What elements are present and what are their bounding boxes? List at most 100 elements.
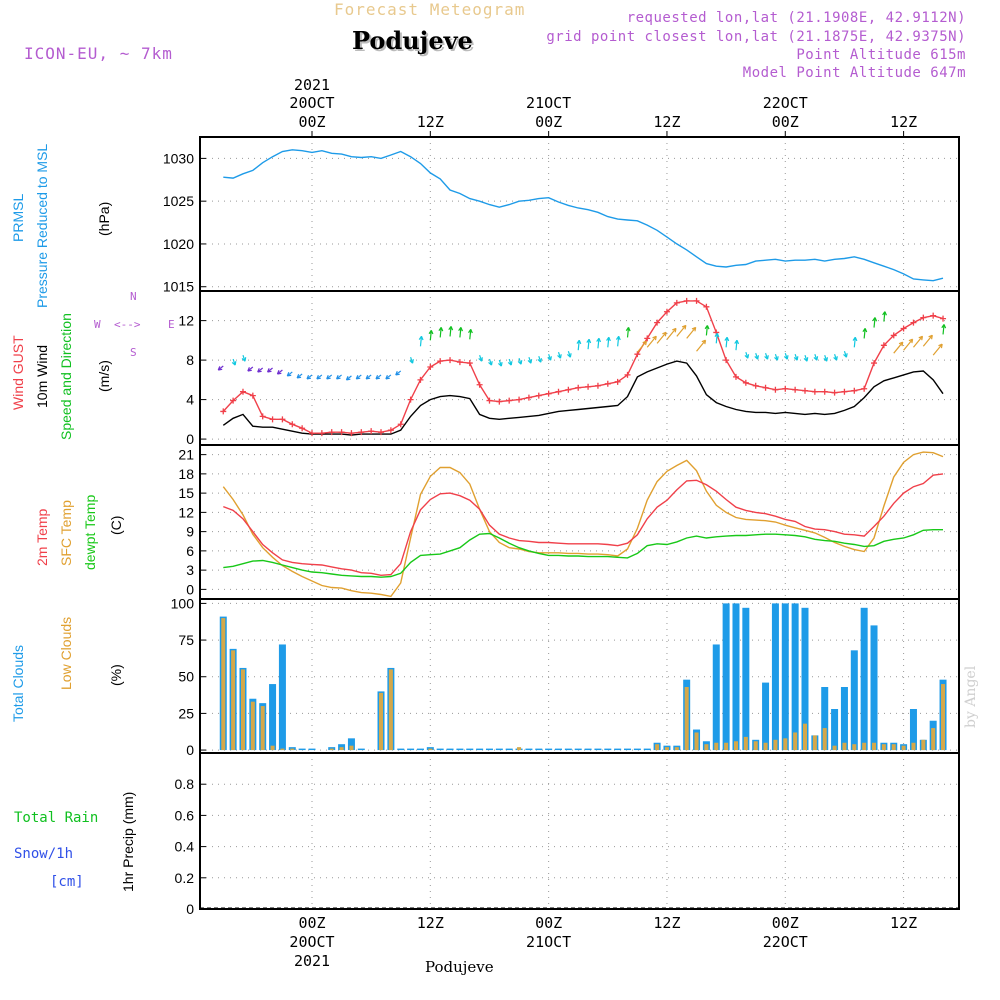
wind-dir-arrowhead <box>537 358 543 363</box>
low-cloud-bar <box>388 669 393 751</box>
y-tick-label: 12 <box>178 313 194 329</box>
y-tick-label: 9 <box>186 524 194 540</box>
wind-dir-arrow <box>863 328 866 339</box>
gust-marker <box>230 397 237 404</box>
y-tick-label: 15 <box>178 485 194 501</box>
gust-marker <box>920 314 927 321</box>
wind-dir-arrowhead <box>326 374 331 380</box>
total-cloud-bar <box>298 748 306 751</box>
wind-dir-arrowhead <box>615 335 621 341</box>
compass-e: E <box>168 318 175 331</box>
wind-dir-arrowhead <box>527 359 533 364</box>
model-name: ICON-EU, ~ 7km <box>24 44 173 63</box>
low-cloud-bar <box>803 723 807 751</box>
gust-marker <box>683 297 690 304</box>
y-tick-label: 0.6 <box>175 807 195 823</box>
wind-dir-arrowhead <box>662 331 667 337</box>
snow-label: Snow/1h <box>14 846 74 862</box>
low-cloud-bar <box>349 745 354 751</box>
wind-dir-arrowhead <box>625 327 631 332</box>
y-tick-label: 18 <box>178 466 194 482</box>
wind-dir-arrowhead <box>557 354 562 359</box>
wind-dir-arrow <box>449 326 452 337</box>
wind-dir-arrowhead <box>409 359 414 364</box>
total-cloud-bar <box>594 748 602 751</box>
time-label-bottom: 20OCT <box>289 933 334 951</box>
total-cloud-bar <box>357 748 365 751</box>
low-cloud-bar <box>783 738 788 751</box>
wind-dir-arrowhead <box>438 327 444 332</box>
gust-marker <box>427 364 434 371</box>
wind-dir-arrowhead <box>704 325 710 330</box>
low-cloud-bar <box>753 741 758 751</box>
panel-1: 0 4 8 12 <box>178 290 960 447</box>
pressure-line <box>223 149 944 282</box>
wind-dir-arrow <box>597 338 600 349</box>
wind-dir-arrow <box>725 337 728 348</box>
wind-dir-arrowhead <box>231 361 237 366</box>
low-cloud-bar <box>901 745 906 751</box>
wind-dir-arrow <box>439 327 442 338</box>
wind-dir-arrowhead <box>468 329 473 334</box>
gust-marker <box>871 360 878 367</box>
low-cloud-bar <box>240 669 245 751</box>
total-cloud-bar <box>870 625 878 751</box>
panel-frame <box>199 136 960 292</box>
time-label-top: 21OCT <box>526 94 571 112</box>
total-cloud-bar <box>397 748 405 751</box>
total-cloud-bar <box>505 748 513 751</box>
wind-dir-arrowhead <box>498 362 503 367</box>
wind-dir-arrowhead <box>448 326 454 331</box>
gust-marker <box>466 360 473 367</box>
time-label-bottom: 21OCT <box>526 933 571 951</box>
gust-marker <box>486 397 493 404</box>
gust-marker <box>545 390 552 397</box>
y-tick-label: 8 <box>186 352 194 368</box>
total-cloud-bar <box>742 607 750 751</box>
wind-dir-arrowhead <box>345 375 351 381</box>
gust-marker <box>841 388 848 395</box>
low-cloud-bar <box>822 728 827 751</box>
total-cloud-bar <box>476 748 484 751</box>
gust-marker <box>624 371 631 378</box>
wind-dir-arrowhead <box>458 327 464 332</box>
y-tick-label: 4 <box>186 392 194 408</box>
gust-marker <box>259 413 266 420</box>
wind-dir-arrow <box>735 340 738 351</box>
gust-marker <box>732 373 739 380</box>
wind-dir-arrowhead <box>843 353 848 358</box>
wind-dir-arrowhead <box>941 324 947 329</box>
total-cloud-bar <box>831 709 839 751</box>
total-cloud-bar <box>555 748 562 751</box>
wind-dir-arrowhead <box>898 341 904 347</box>
gust-marker <box>496 398 503 405</box>
total-cloud-bar <box>850 650 858 751</box>
panel-2: 0 3 6 9 12 15 18 21 <box>178 444 960 600</box>
wind-dir-arrowhead <box>547 356 552 361</box>
gust-marker <box>299 425 306 432</box>
wind-dir-arrowhead <box>428 330 434 335</box>
gust-marker <box>407 396 414 403</box>
model-altitude: Model Point Altitude 647m <box>742 65 966 81</box>
wind-dir-arrowhead <box>418 335 424 341</box>
time-label-top: 2021 <box>294 76 330 94</box>
wind-dir-arrowhead <box>286 372 292 377</box>
total-cloud-bar <box>485 748 493 751</box>
low-cloud-bar <box>941 684 946 751</box>
gust-marker <box>516 396 523 403</box>
wind-dir-arrowhead <box>734 339 740 345</box>
panel-4: 0 0.2 0.4 0.6 0.8 <box>175 752 960 917</box>
y-tick-label: 1025 <box>163 193 194 209</box>
wind-dir-arrowhead <box>882 311 887 316</box>
gust-marker <box>338 429 345 436</box>
gust-marker <box>309 430 315 437</box>
total-cloud-bar <box>909 709 917 751</box>
time-label-bottom: 12Z <box>653 914 680 932</box>
gust-marker <box>811 388 818 395</box>
gust-marker <box>910 319 917 326</box>
gust-marker <box>861 385 868 392</box>
y-tick-label: 1015 <box>163 279 194 295</box>
wind-dir-arrowhead <box>928 334 933 340</box>
compass-w: W <box>94 318 101 331</box>
wind-dir-arrow <box>666 327 677 340</box>
